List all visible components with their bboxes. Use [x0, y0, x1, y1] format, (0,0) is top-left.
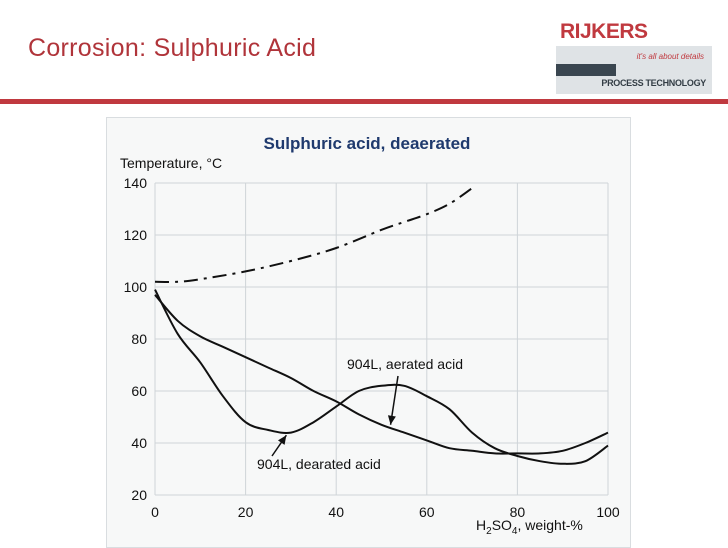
- slide-title: Corrosion: Sulphuric Acid: [28, 34, 317, 62]
- logo-plate: it's all about details PROCESS TECHNOLOG…: [556, 46, 712, 94]
- y-tick-label: 120: [124, 227, 148, 243]
- grid-lines: [154, 182, 609, 496]
- y-tick-label: 20: [131, 487, 147, 503]
- x-tick-label: 20: [238, 504, 254, 520]
- annotation-aerated: 904L, aerated acid: [347, 356, 463, 372]
- series-904l-aerated-acid: [154, 289, 609, 465]
- chart-title: Sulphuric acid, deaerated: [264, 134, 471, 153]
- arrow-aerated-head: [387, 415, 396, 425]
- y-tick-label: 100: [124, 279, 148, 295]
- annotation-dearated: 904L, dearated acid: [257, 456, 381, 472]
- x-tick-label: 100: [596, 504, 620, 520]
- series-lines: [154, 187, 609, 465]
- y-tick-label: 140: [124, 175, 148, 191]
- x-axis-label: H2SO4, weight-%: [476, 517, 583, 537]
- logo-subtitle: PROCESS TECHNOLOGY: [601, 78, 706, 88]
- x-tick-label: 40: [328, 504, 344, 520]
- series-904l-dearated-acid: [154, 294, 609, 455]
- x-tick-label: 80: [510, 504, 526, 520]
- y-axis-label: Temperature, °C: [120, 155, 222, 171]
- y-tick-label: 80: [131, 331, 147, 347]
- title-divider: [0, 99, 728, 104]
- y-tick-label: 60: [131, 383, 147, 399]
- x-tick-label: 0: [151, 504, 159, 520]
- y-tick-label: 40: [131, 435, 147, 451]
- series-dashed-boundary: [154, 187, 473, 283]
- logo-tagline: it's all about details: [636, 52, 704, 61]
- annotations: 904L, aerated acid 904L, dearated acid: [257, 356, 463, 472]
- company-logo: RIJKERS it's all about details PROCESS T…: [556, 20, 716, 94]
- arrow-dearated-head: [277, 435, 287, 445]
- logo-brand: RIJKERS: [560, 20, 648, 43]
- x-tick-label: 60: [419, 504, 435, 520]
- logo-dark-bar: [556, 64, 616, 76]
